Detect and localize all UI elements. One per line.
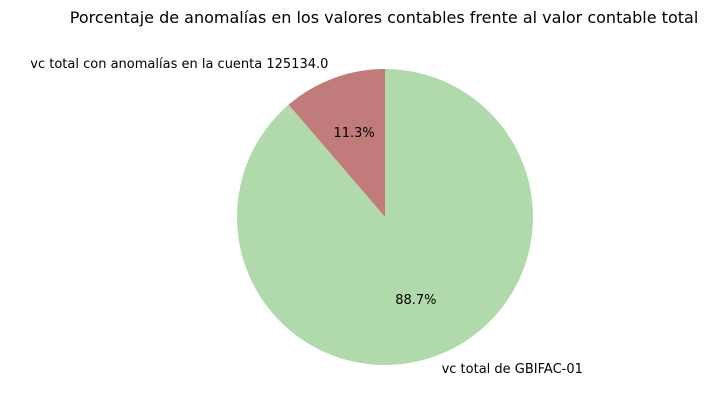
chart-title: Porcentaje de anomalías en los valores c… bbox=[70, 8, 699, 27]
slice-label-1: vc total de GBIFAC-01 bbox=[442, 362, 583, 377]
slice-percent-label-1: 88.7% bbox=[395, 293, 436, 308]
slice-percent-label-0: 11.3% bbox=[333, 126, 374, 141]
pie-slice-0 bbox=[288, 69, 385, 217]
slice-label-0: vc total con anomalías en la cuenta 1251… bbox=[30, 57, 328, 72]
pie-slice-1 bbox=[236, 69, 533, 365]
